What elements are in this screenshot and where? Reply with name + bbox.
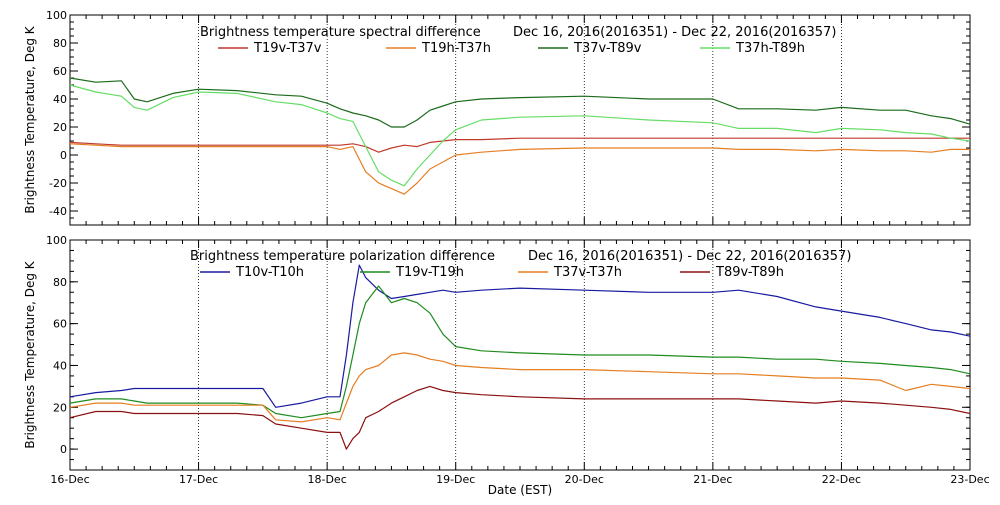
polarization-title: Brightness temperature polarization diff…	[190, 249, 495, 264]
y-tick-label: 40	[53, 93, 67, 106]
series-line-t19h-t37h	[69, 143, 970, 195]
y-tick-label: 40	[53, 359, 67, 372]
spectral-x-axis	[69, 15, 971, 225]
y-tick-label: 100	[46, 9, 67, 22]
spectral-y-axis: -40 -20 0 20 40 60 80 100	[46, 9, 970, 226]
y-tick-label: -40	[49, 205, 67, 218]
spectral-subtitle: Dec 16, 2016(2016351) - Dec 22, 2016(201…	[513, 25, 836, 40]
x-tick-label: 21-Dec	[693, 473, 732, 486]
series-line-t37v-t37h	[69, 352, 971, 423]
x-tick-label: 16-Dec	[50, 473, 89, 486]
legend-label: T37v-T37h	[553, 265, 622, 280]
series-line-t89v-t89h	[69, 385, 971, 450]
legend-label: T19v-T19h	[395, 265, 464, 280]
legend-label: T19v-T37v	[253, 41, 322, 56]
polarization-y-label: Brightness Temperature, Deg K	[23, 260, 37, 448]
y-tick-label: 80	[53, 276, 67, 289]
spectral-y-label: Brightness Temperature, Deg K	[23, 25, 37, 213]
legend-label: T89v-T89h	[715, 265, 784, 280]
x-tick-label: 22-Dec	[822, 473, 861, 486]
y-tick-label: 20	[53, 121, 67, 134]
polarization-plot-frame	[69, 239, 971, 471]
series-line-t37h-t89h	[69, 84, 971, 187]
spectral-title: Brightness temperature spectral differen…	[200, 25, 481, 40]
spectral-legend: T19v-T37v T19h-T37h T37v-T89v T37h-T89h	[218, 41, 805, 56]
x-tick-label: 19-Dec	[436, 473, 475, 486]
y-tick-label: 60	[53, 318, 67, 331]
y-tick-label: 0	[60, 149, 67, 162]
polarization-subtitle: Dec 16, 2016(2016351) - Dec 22, 2016(201…	[528, 249, 851, 264]
x-tick-label: 20-Dec	[565, 473, 604, 486]
legend-label: T37v-T89v	[573, 41, 642, 56]
x-tick-label: 18-Dec	[308, 473, 347, 486]
x-tick-label: 23-Dec	[950, 473, 989, 486]
polarization-y-axis: 0 20 40 60 80 100	[46, 234, 970, 471]
series-line-t37v-t89v	[69, 77, 971, 128]
spectral-plot-frame	[69, 14, 971, 226]
legend-label: T10v-T10h	[235, 265, 304, 280]
polarization-series-lines	[69, 264, 971, 450]
spectral-difference-panel: -40 -20 0 20 40 60 80 100 Brightness temperatur…	[23, 9, 971, 226]
x-tick-label: 17-Dec	[179, 473, 218, 486]
spectral-grid	[198, 15, 842, 225]
y-tick-label: -20	[49, 177, 67, 190]
y-tick-label: 0	[60, 443, 67, 456]
polarization-x-axis: 16-Dec 17-Dec 18-Dec 19-Dec 20-Dec 21-Dec 22-D…	[50, 240, 990, 486]
y-tick-label: 100	[46, 234, 67, 247]
legend-label: T37h-T89h	[735, 41, 805, 56]
polarization-difference-panel: 0 20 40 60 80 100 16-Dec 17-Dec 18-Dec 19-Dec 20-…	[23, 234, 990, 486]
y-tick-label: 80	[53, 37, 67, 50]
spectral-series-lines	[69, 77, 971, 195]
series-line-t19v-t37v	[69, 137, 970, 153]
y-tick-label: 60	[53, 65, 67, 78]
polarization-legend: T10v-T10h T19v-T19h T37v-T37h T89v-T89h	[200, 265, 784, 280]
legend-label: T19h-T37h	[421, 41, 491, 56]
y-tick-label: 20	[53, 401, 67, 414]
series-line-t19v-t19h	[69, 285, 971, 419]
series-line-t10v-t10h	[69, 264, 971, 408]
x-axis-label: Date (EST)	[488, 483, 552, 497]
